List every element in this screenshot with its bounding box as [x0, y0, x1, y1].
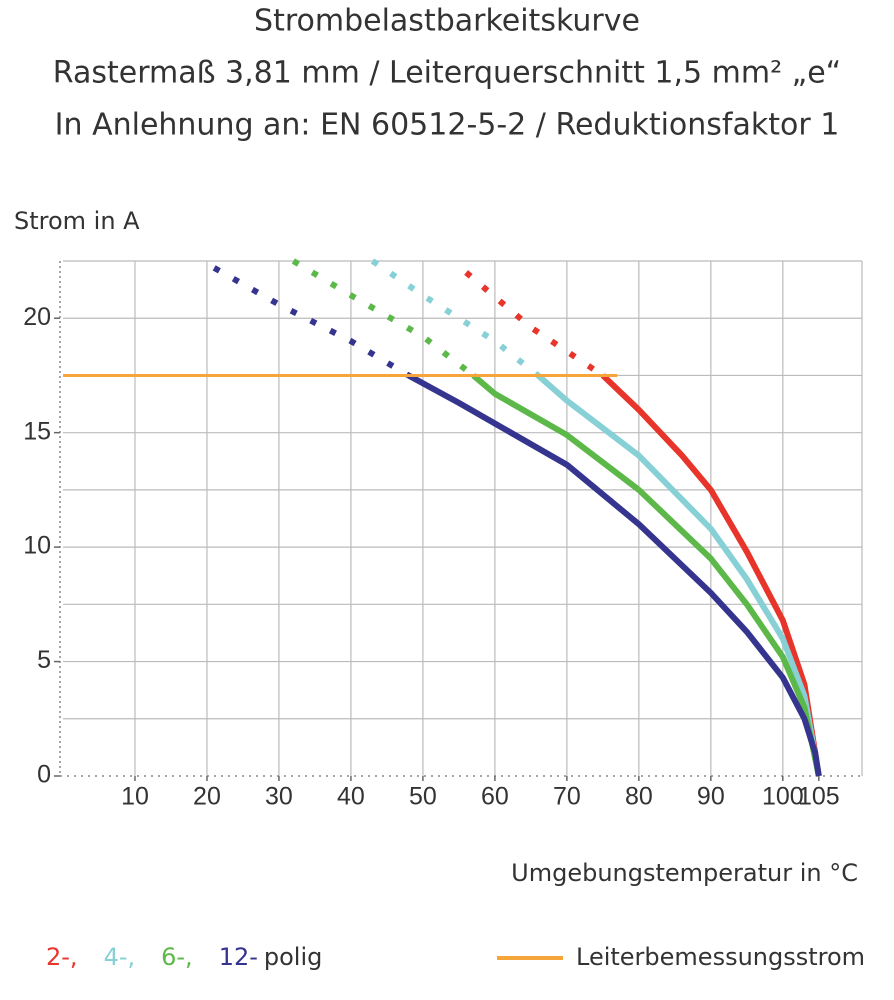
y-tick-label: 15 — [23, 417, 51, 445]
series-line — [536, 373, 822, 777]
legend-label: 6-, — [161, 943, 193, 971]
x-tick-label: 40 — [337, 783, 365, 811]
legend-label: 12- — [219, 943, 258, 971]
x-tick-label: 90 — [697, 783, 725, 811]
chart-subtitle: Rastermaß 3,81 mm / Leiterquerschnitt 1,… — [53, 56, 841, 91]
series-line — [600, 373, 822, 777]
legend-suffix: polig — [264, 943, 323, 971]
x-tick-label: 100 — [762, 783, 804, 811]
x-tick-label: 20 — [193, 783, 221, 811]
x-tick-label: 70 — [553, 783, 581, 811]
x-tick-label: 10 — [121, 783, 149, 811]
series-line-dashed — [212, 265, 411, 379]
chart-title: Strombelastbarkeitskurve — [254, 4, 640, 39]
y-tick-label: 10 — [23, 532, 51, 560]
legend-label: 4-, — [104, 943, 136, 971]
series-line-dashed — [291, 258, 476, 378]
series-line — [471, 373, 822, 777]
series-line — [407, 372, 822, 777]
x-tick-label: 60 — [481, 783, 509, 811]
y-axis-label: Strom in A — [14, 207, 140, 235]
x-axis-label: Umgebungstemperatur in °C — [511, 859, 858, 887]
x-tick-label: 105 — [798, 783, 840, 811]
series-line-dashed — [464, 270, 605, 378]
legend-label: 2-, — [46, 943, 78, 971]
y-tick-label: 0 — [37, 761, 51, 789]
x-tick-label: 80 — [625, 783, 653, 811]
y-tick-label: 5 — [37, 646, 51, 674]
chart-subtitle: In Anlehnung an: EN 60512-5-2 / Reduktio… — [55, 108, 840, 143]
x-tick-label: 50 — [409, 783, 437, 811]
legend-label: Leiterbemessungsstrom — [576, 943, 865, 971]
y-tick-label: 20 — [23, 303, 51, 331]
x-tick-label: 30 — [265, 783, 293, 811]
